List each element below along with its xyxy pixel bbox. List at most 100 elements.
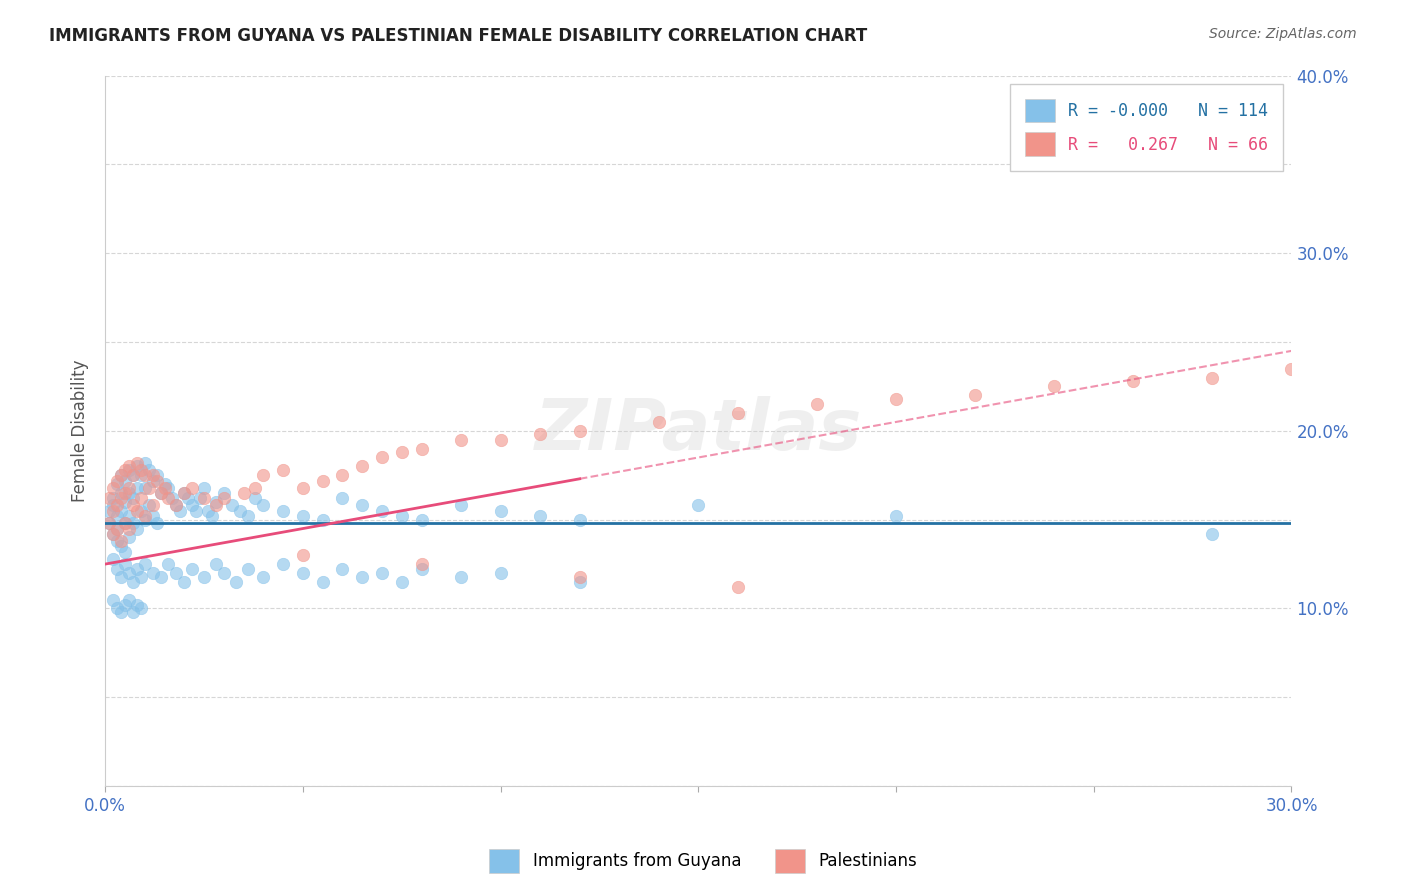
Point bbox=[129, 463, 152, 477]
Point bbox=[884, 509, 907, 524]
Point bbox=[291, 566, 314, 580]
Point bbox=[236, 509, 259, 524]
Point bbox=[153, 477, 176, 491]
Point bbox=[105, 509, 128, 524]
Point bbox=[118, 522, 141, 536]
Point bbox=[173, 486, 195, 500]
Point bbox=[134, 468, 156, 483]
Point bbox=[529, 509, 551, 524]
Point bbox=[125, 456, 148, 470]
Point bbox=[1122, 374, 1144, 388]
Point bbox=[110, 504, 132, 518]
Point bbox=[212, 491, 235, 506]
Point bbox=[181, 481, 204, 495]
Point bbox=[450, 569, 472, 583]
Point bbox=[411, 442, 433, 456]
Point bbox=[411, 562, 433, 576]
Point bbox=[205, 557, 228, 571]
Point bbox=[568, 574, 591, 589]
Point bbox=[122, 491, 145, 506]
Point bbox=[291, 509, 314, 524]
Point bbox=[201, 509, 224, 524]
Point bbox=[391, 574, 413, 589]
Point bbox=[118, 566, 141, 580]
Point bbox=[122, 574, 145, 589]
Point bbox=[884, 392, 907, 406]
Point bbox=[122, 499, 145, 513]
Point bbox=[188, 491, 211, 506]
Point bbox=[129, 504, 152, 518]
Point bbox=[142, 509, 165, 524]
Point bbox=[122, 605, 145, 619]
Point bbox=[105, 601, 128, 615]
Point bbox=[110, 486, 132, 500]
Point bbox=[114, 516, 136, 531]
Point bbox=[352, 459, 374, 474]
Point bbox=[236, 562, 259, 576]
Point bbox=[181, 562, 204, 576]
Point bbox=[101, 491, 124, 506]
Point bbox=[101, 527, 124, 541]
Point bbox=[1043, 379, 1066, 393]
Point bbox=[101, 499, 124, 513]
Point bbox=[391, 445, 413, 459]
Point bbox=[450, 499, 472, 513]
Point bbox=[165, 499, 187, 513]
Point bbox=[157, 491, 180, 506]
Point bbox=[105, 477, 128, 491]
Point bbox=[110, 569, 132, 583]
Point bbox=[125, 459, 148, 474]
Point bbox=[252, 569, 274, 583]
Text: IMMIGRANTS FROM GUYANA VS PALESTINIAN FEMALE DISABILITY CORRELATION CHART: IMMIGRANTS FROM GUYANA VS PALESTINIAN FE… bbox=[49, 27, 868, 45]
Point bbox=[134, 557, 156, 571]
Point bbox=[1201, 370, 1223, 384]
Text: Source: ZipAtlas.com: Source: ZipAtlas.com bbox=[1209, 27, 1357, 41]
Point bbox=[122, 468, 145, 483]
Point bbox=[228, 504, 250, 518]
Point bbox=[1281, 361, 1303, 376]
Point bbox=[129, 468, 152, 483]
Point bbox=[489, 433, 512, 447]
Point bbox=[98, 516, 121, 531]
Point bbox=[125, 598, 148, 612]
Point bbox=[105, 499, 128, 513]
Point bbox=[149, 569, 172, 583]
Point bbox=[568, 424, 591, 438]
Point bbox=[122, 516, 145, 531]
Point bbox=[162, 491, 184, 506]
Point bbox=[529, 427, 551, 442]
Point bbox=[134, 481, 156, 495]
Legend: Immigrants from Guyana, Palestinians: Immigrants from Guyana, Palestinians bbox=[482, 842, 924, 880]
Y-axis label: Female Disability: Female Disability bbox=[72, 359, 89, 502]
Point bbox=[193, 491, 215, 506]
Point bbox=[332, 491, 354, 506]
Point bbox=[110, 533, 132, 548]
Point bbox=[965, 388, 987, 402]
Point bbox=[101, 481, 124, 495]
Point bbox=[114, 557, 136, 571]
Point bbox=[122, 468, 145, 483]
Point bbox=[142, 566, 165, 580]
Point bbox=[352, 569, 374, 583]
Point bbox=[134, 513, 156, 527]
Point bbox=[101, 504, 124, 518]
Point bbox=[197, 504, 219, 518]
Point bbox=[193, 481, 215, 495]
Point bbox=[145, 474, 167, 488]
Point bbox=[118, 592, 141, 607]
Point bbox=[173, 574, 195, 589]
Point bbox=[225, 574, 247, 589]
Point bbox=[271, 504, 294, 518]
Point bbox=[149, 486, 172, 500]
Point bbox=[114, 516, 136, 531]
Point bbox=[105, 474, 128, 488]
Point bbox=[129, 601, 152, 615]
Point bbox=[125, 504, 148, 518]
Point bbox=[312, 574, 335, 589]
Point bbox=[205, 495, 228, 509]
Point bbox=[411, 513, 433, 527]
Point bbox=[157, 557, 180, 571]
Point bbox=[101, 527, 124, 541]
Point bbox=[145, 468, 167, 483]
Point bbox=[450, 433, 472, 447]
